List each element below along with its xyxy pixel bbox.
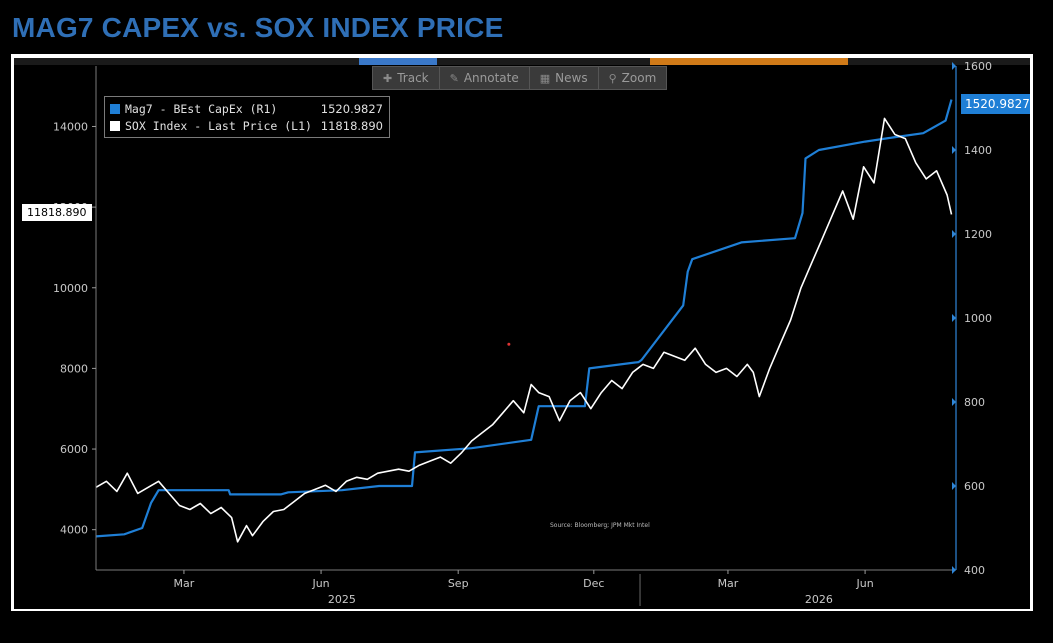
pencil-icon: ✎ xyxy=(449,71,459,85)
chart-toolbar: ✚ Track ✎ Annotate ▦ News ⚲ Zoom xyxy=(372,66,668,90)
magnifier-icon: ⚲ xyxy=(608,71,617,85)
sox-last-value-flag: 11818.890 xyxy=(22,204,92,221)
legend-name-sox: SOX Index - Last Price (L1) xyxy=(125,118,312,133)
chart-legend: Mag7 - BEst CapEx (R1) 1520.9827 SOX Ind… xyxy=(104,96,390,138)
right-tick-arrow xyxy=(952,398,956,406)
right-tick-label: 400 xyxy=(964,564,985,577)
chart-frame: 4000600080001000012000140004006008001000… xyxy=(11,54,1033,611)
right-tick-arrow xyxy=(952,146,956,154)
right-tick-label: 1400 xyxy=(964,144,992,157)
right-tick-arrow xyxy=(952,482,956,490)
left-tick-label: 10000 xyxy=(53,282,88,295)
chart-svg: 4000600080001000012000140004006008001000… xyxy=(53,60,992,606)
sox-series-line xyxy=(95,117,953,543)
track-label: Track xyxy=(397,71,429,85)
x-tick-label: Mar xyxy=(718,577,739,590)
legend-value-capex: 1520.9827 xyxy=(320,101,383,116)
legend-row-sox: SOX Index - Last Price (L1) 11818.890 xyxy=(110,117,383,134)
newspaper-icon: ▦ xyxy=(539,71,551,85)
right-tick-arrow xyxy=(952,62,956,70)
news-label: News xyxy=(555,71,588,85)
right-tick-arrow xyxy=(952,566,956,574)
page-title: MAG7 CAPEX vs. SOX INDEX PRICE xyxy=(12,12,504,43)
zoom-label: Zoom xyxy=(621,71,657,85)
marker-dot xyxy=(507,342,511,346)
series-lines xyxy=(95,99,953,543)
axes: 4000600080001000012000140004006008001000… xyxy=(53,60,992,606)
x-tick-label: Sep xyxy=(448,577,469,590)
legend-row-capex: Mag7 - BEst CapEx (R1) 1520.9827 xyxy=(110,100,383,117)
x-tick-label: Jun xyxy=(311,577,329,590)
news-button[interactable]: ▦ News xyxy=(530,67,599,89)
right-tick-label: 600 xyxy=(964,480,985,493)
capex-series-line xyxy=(95,99,953,538)
track-button[interactable]: ✚ Track xyxy=(373,67,440,89)
annotate-label: Annotate xyxy=(463,71,519,85)
x-tick-label: Jun xyxy=(855,577,873,590)
menu-segment-blue[interactable] xyxy=(359,58,437,65)
right-tick-arrow xyxy=(952,314,956,322)
right-tick-label: 1200 xyxy=(964,228,992,241)
annotate-button[interactable]: ✎ Annotate xyxy=(440,67,530,89)
left-tick-label: 6000 xyxy=(60,443,88,456)
left-tick-label: 8000 xyxy=(60,362,88,375)
legend-swatch-blue xyxy=(110,103,120,114)
source-note: Source: Bloomberg; JPM Mkt Intel xyxy=(550,522,650,529)
terminal-menu-strip xyxy=(14,58,1030,65)
legend-value-sox: 11818.890 xyxy=(320,118,383,133)
chart-window: 4000600080001000012000140004006008001000… xyxy=(14,58,1030,609)
year-label: 2026 xyxy=(805,593,833,606)
crosshair-icon: ✚ xyxy=(383,71,393,85)
capex-last-value-flag: 1520.9827 xyxy=(961,94,1030,114)
legend-swatch-white xyxy=(110,120,120,131)
x-tick-label: Mar xyxy=(174,577,195,590)
menu-segment-orange[interactable] xyxy=(650,58,848,65)
year-label: 2025 xyxy=(328,593,356,606)
right-tick-label: 800 xyxy=(964,396,985,409)
right-tick-label: 1000 xyxy=(964,312,992,325)
left-tick-label: 4000 xyxy=(60,524,88,537)
legend-name-capex: Mag7 - BEst CapEx (R1) xyxy=(125,101,278,116)
x-tick-label: Dec xyxy=(583,577,604,590)
left-tick-label: 14000 xyxy=(53,120,88,133)
zoom-button[interactable]: ⚲ Zoom xyxy=(599,67,667,89)
right-tick-label: 1600 xyxy=(964,60,992,73)
right-tick-arrow xyxy=(952,230,956,238)
